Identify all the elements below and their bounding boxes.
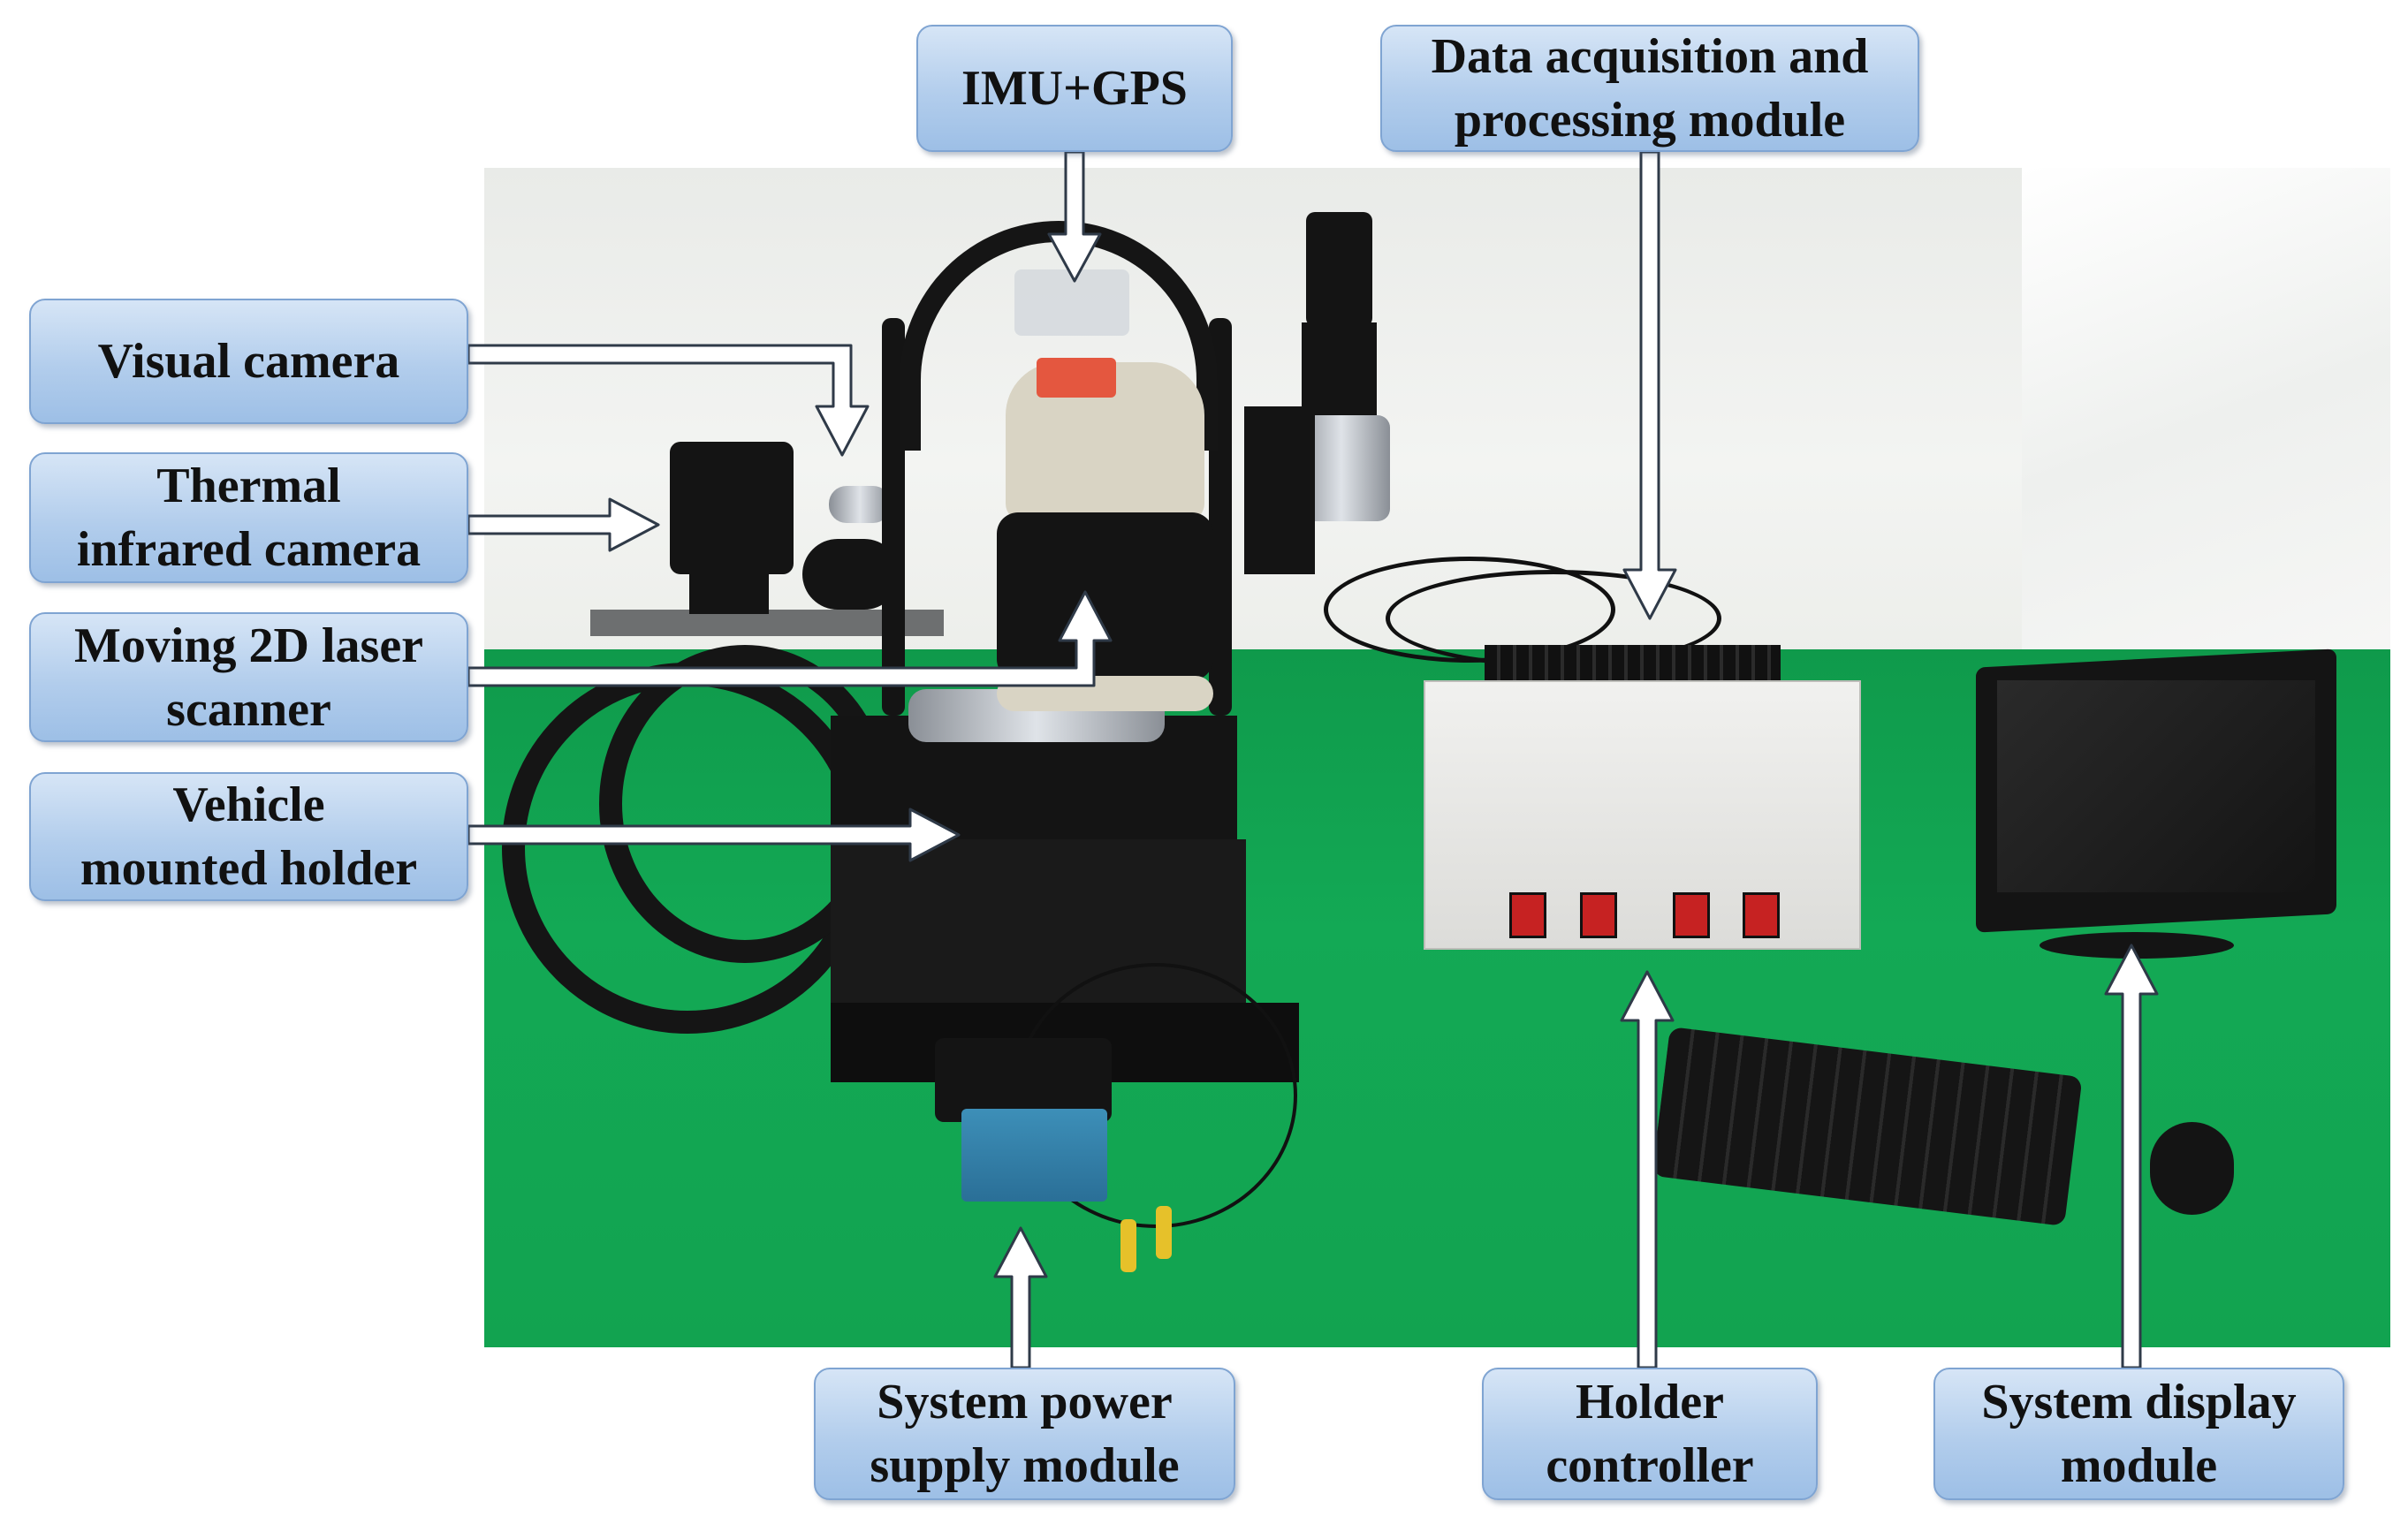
monitor-stand — [2040, 932, 2234, 959]
label-power-supply: System power supply module — [814, 1368, 1235, 1500]
cable-terminal — [1120, 1219, 1136, 1272]
imu-gps-unit — [1014, 269, 1129, 336]
controller-indicator — [1743, 892, 1780, 938]
motor-body — [1302, 322, 1377, 420]
label-display-module: System display module — [1933, 1368, 2344, 1500]
motor-bracket — [1244, 406, 1315, 574]
scanner-red-cap — [1037, 358, 1116, 398]
monitor-screen — [1997, 680, 2315, 892]
white-curtain — [2022, 168, 2390, 680]
holder-controller-box — [1424, 680, 1861, 950]
thermal-camera-body — [670, 442, 794, 574]
controller-indicator — [1673, 892, 1710, 938]
label-visual-camera: Visual camera — [29, 299, 468, 424]
scanner-ring — [997, 676, 1213, 711]
visual-camera-body — [829, 486, 891, 523]
label-holder-controller: Holder controller — [1482, 1368, 1818, 1500]
controller-indicator — [1580, 892, 1617, 938]
motor-top — [1306, 212, 1372, 327]
label-imu-gps: IMU+GPS — [916, 25, 1233, 152]
label-vehicle-holder: Vehicle mounted holder — [29, 772, 468, 901]
power-supply-cover — [935, 1038, 1112, 1122]
system-photo — [484, 168, 2390, 1347]
cable-terminal — [1156, 1206, 1172, 1259]
thermal-camera-mount — [689, 557, 769, 614]
mouse — [2150, 1122, 2234, 1215]
scanner-body — [997, 512, 1213, 680]
label-data-acquisition: Data acquisition and processing module — [1380, 25, 1919, 152]
power-supply-module — [961, 1109, 1107, 1202]
label-thermal-camera: Thermal infrared camera — [29, 452, 468, 583]
controller-indicator — [1509, 892, 1546, 938]
label-laser-scanner: Moving 2D laser scanner — [29, 612, 468, 742]
